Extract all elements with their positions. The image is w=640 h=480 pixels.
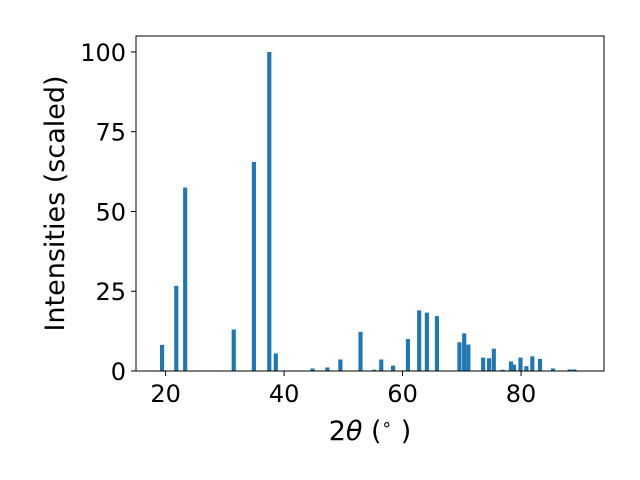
bar: [508, 361, 514, 371]
bar: [372, 369, 377, 371]
bar: [405, 339, 410, 371]
bar-series: [159, 51, 577, 371]
bar: [251, 162, 256, 371]
bar: [518, 357, 523, 371]
bar: [550, 368, 556, 371]
y-tick-label: 50: [95, 198, 126, 226]
bar: [567, 369, 572, 371]
y-tick-label: 25: [95, 278, 126, 306]
x-tick-label: 60: [387, 380, 418, 408]
bar: [391, 365, 396, 371]
bar: [174, 285, 179, 371]
bar: [572, 369, 577, 371]
bar: [417, 310, 422, 371]
bar: [530, 356, 535, 371]
y-tick-label: 75: [95, 119, 126, 147]
bar: [462, 333, 467, 371]
bar: [310, 368, 315, 371]
y-tick-label: 0: [111, 358, 126, 386]
x-tick-label: 40: [269, 380, 300, 408]
bar: [379, 359, 384, 371]
bar: [338, 359, 343, 371]
bar: [231, 329, 236, 371]
x-tick-label: 80: [506, 380, 537, 408]
bar: [500, 369, 505, 371]
bar: [273, 353, 278, 371]
bar: [487, 358, 492, 371]
bar: [267, 51, 272, 371]
bar: [424, 312, 429, 371]
plot-frame: [135, 35, 605, 372]
x-tick-label: 20: [150, 380, 181, 408]
bar: [325, 367, 330, 371]
y-tick-label: 100: [80, 39, 126, 67]
bar: [524, 366, 529, 371]
y-axis-label: Intensities (scaled): [40, 75, 71, 331]
x-axis: 20 40 60 80: [150, 371, 536, 408]
y-axis: 0 25 50 75 100: [80, 39, 136, 386]
bar: [481, 357, 486, 371]
bar: [358, 331, 363, 371]
bar: [491, 348, 496, 371]
bar: [434, 316, 440, 371]
bar: [511, 364, 517, 371]
bar: [457, 342, 462, 371]
x-axis-label: 2θ (∘ ): [329, 415, 412, 447]
bar: [159, 344, 165, 371]
bar: [466, 344, 471, 371]
bar: [537, 358, 543, 371]
bar: [183, 187, 188, 371]
